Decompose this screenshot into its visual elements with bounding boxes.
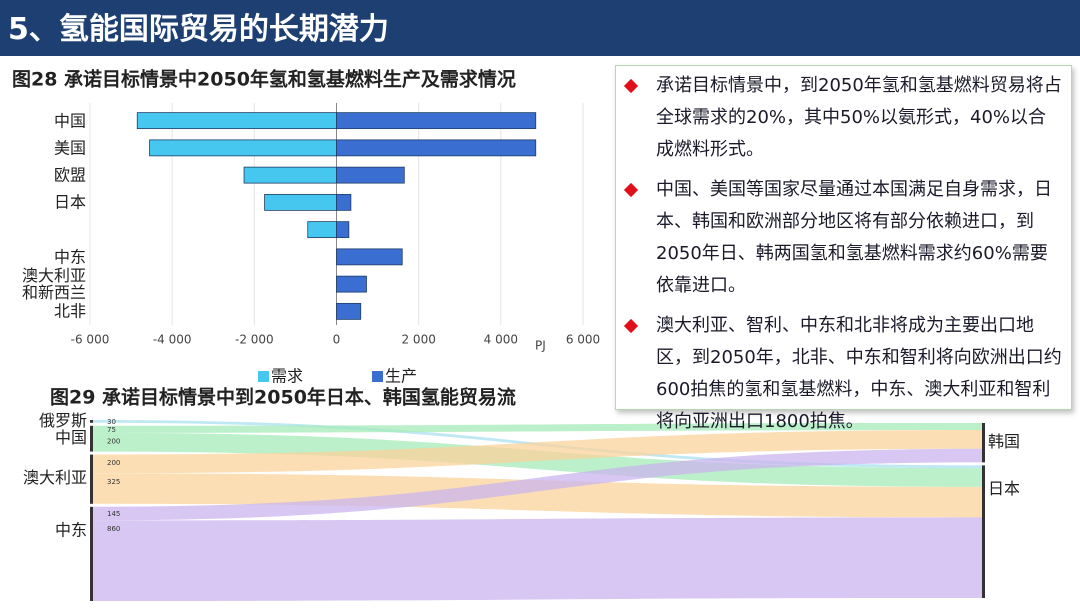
node	[90, 425, 93, 452]
x-tick-label: 2 000	[401, 333, 435, 347]
y-tick-label: 日本	[53, 192, 86, 212]
bullet-text: 承诺目标情景中，到2050年氢和氢基燃料贸易将占全球需求的20%，其中50%以氨…	[656, 75, 1062, 160]
flow	[93, 473, 982, 518]
flow-label: 325	[107, 478, 120, 486]
node-label: 中国	[55, 428, 87, 447]
node-label: 日本	[988, 479, 1020, 498]
text-box: 承诺目标情景中，到2050年氢和氢基燃料贸易将占全球需求的20%，其中50%以氨…	[615, 65, 1072, 432]
y-tick-label: 欧盟	[53, 165, 86, 185]
bullet: 中国、美国等国家尽量通过本国满足自身需求，日本、韩国和欧洲部分地区将有部分依赖进…	[623, 174, 1063, 302]
node-label: 韩国	[988, 432, 1020, 451]
bar	[336, 302, 362, 320]
bullet: 澳大利亚、智利、中东和北非将成为主要出口地区，到2050年，北非、中东和智利将向…	[623, 310, 1063, 438]
bar	[336, 139, 537, 157]
bar	[136, 112, 337, 130]
x-tick-label: -4 000	[153, 333, 192, 347]
bar	[307, 221, 337, 239]
bullet: 承诺目标情景中，到2050年氢和氢基燃料贸易将占全球需求的20%，其中50%以氨…	[623, 70, 1063, 166]
flow-label: 145	[107, 510, 120, 518]
flow-label: 30	[107, 418, 116, 426]
node-label: 俄罗斯	[39, 411, 87, 430]
y-tick-label: 澳大利亚和新西兰	[21, 266, 86, 303]
legend-label: 需求	[271, 367, 303, 386]
node-label: 中东	[55, 520, 87, 539]
legend-swatch	[372, 371, 383, 382]
node-label: 澳大利亚	[23, 468, 87, 487]
y-tick-label: 美国	[53, 138, 86, 158]
bar	[336, 275, 367, 293]
flow-label: 75	[107, 426, 116, 434]
node	[90, 420, 93, 423]
bar	[336, 112, 537, 130]
node	[90, 454, 93, 504]
x-tick-label: 0	[333, 333, 341, 347]
bullet-text: 中国、美国等国家尽量通过本国满足自身需求，日本、韩国和欧洲部分地区将有部分依赖进…	[656, 179, 1052, 296]
y-tick-label: 中东	[53, 247, 86, 267]
flow	[93, 423, 982, 433]
flow-label: 860	[107, 525, 120, 533]
flow-label: 200	[107, 437, 120, 445]
flow	[93, 517, 982, 601]
bar	[336, 166, 405, 184]
bar	[149, 139, 337, 157]
y-tick-label: 北非	[53, 301, 86, 321]
y-tick-label: 中国	[53, 111, 86, 131]
x-tick-label: -2 000	[235, 333, 274, 347]
bar	[243, 166, 337, 184]
links	[93, 420, 982, 601]
flow	[93, 430, 982, 474]
bullet-icon	[623, 78, 639, 94]
bullet-icon	[623, 318, 639, 334]
bar	[264, 193, 337, 211]
chart-title: 图29 承诺目标情景中到2050年日本、韩国氢能贸易流	[50, 386, 516, 409]
header: 5、氢能国际贸易的长期潜力	[0, 0, 1080, 56]
flow-label: 200	[107, 459, 120, 467]
chart-title: 图28 承诺目标情景中2050年氢和氢基燃料生产及需求情况	[12, 68, 516, 91]
flow	[93, 448, 982, 521]
x-tick-label: -6 000	[71, 333, 110, 347]
bar	[336, 193, 352, 211]
legend-label: 生产	[385, 367, 417, 386]
bar	[336, 248, 403, 266]
x-tick-label: 6 000	[566, 333, 600, 347]
node	[90, 506, 93, 601]
x-tick-label: 4 000	[484, 333, 518, 347]
bullet-icon	[623, 182, 639, 198]
bar	[336, 221, 350, 239]
node	[982, 423, 985, 463]
axis-label: PJ	[535, 339, 546, 353]
bullet-text: 澳大利亚、智利、中东和北非将成为主要出口地区，到2050年，北非、中东和智利将向…	[656, 315, 1062, 432]
legend-swatch	[258, 371, 269, 382]
node	[982, 465, 985, 598]
